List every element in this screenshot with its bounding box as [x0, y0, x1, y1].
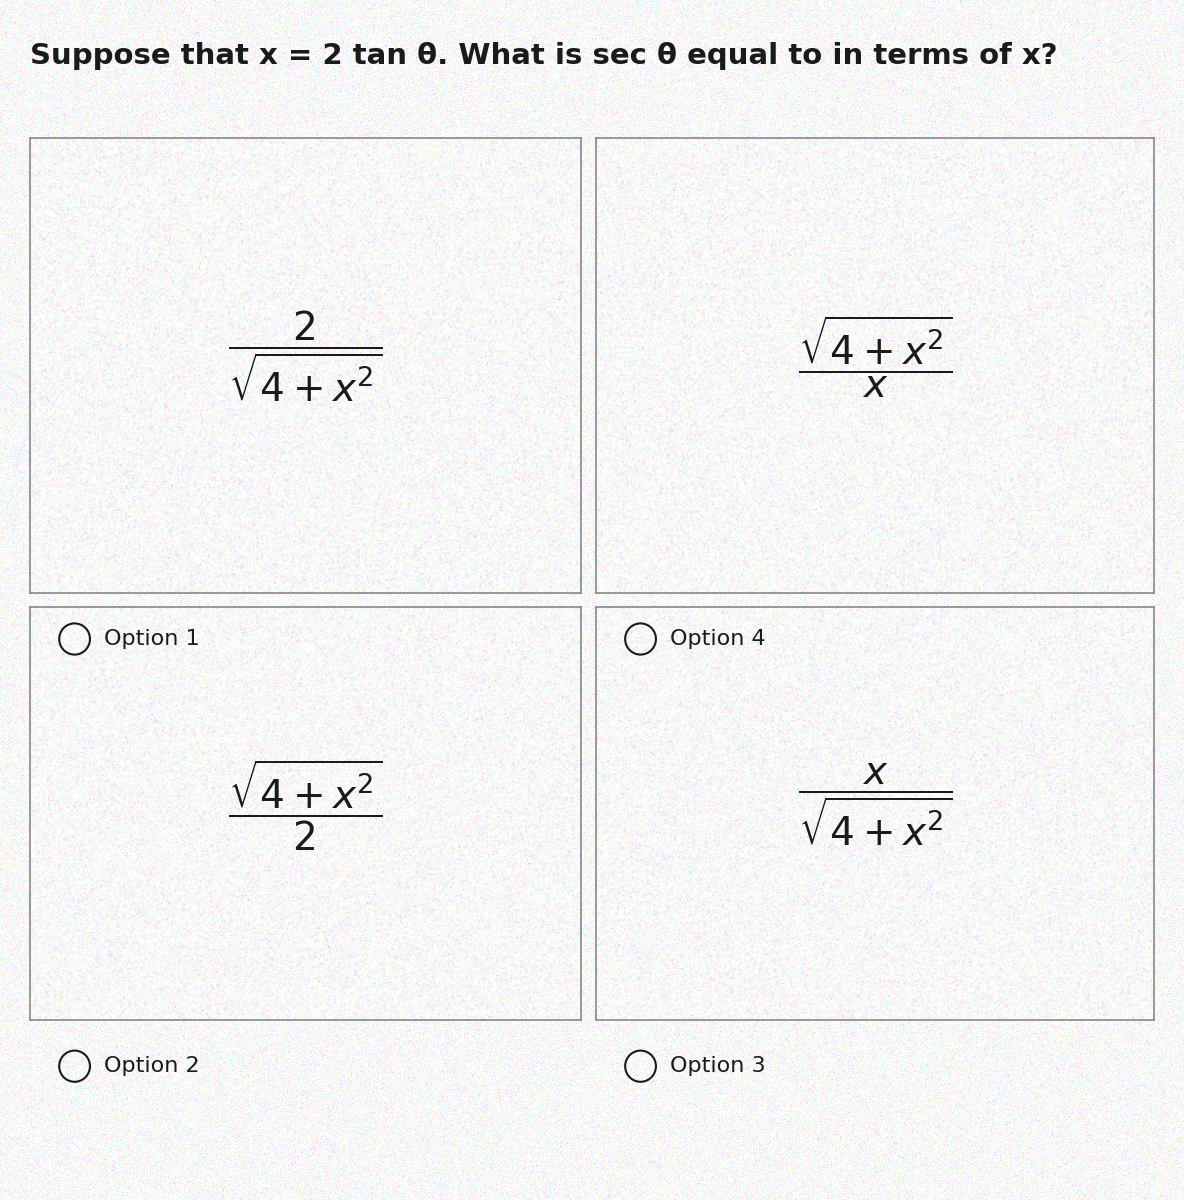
Text: $\dfrac{x}{\sqrt{4+x^2}}$: $\dfrac{x}{\sqrt{4+x^2}}$ — [798, 762, 952, 848]
Text: $\dfrac{\sqrt{4+x^2}}{x}$: $\dfrac{\sqrt{4+x^2}}{x}$ — [798, 313, 952, 400]
Text: Option 1: Option 1 — [104, 629, 200, 649]
Text: $\dfrac{2}{\sqrt{4+x^2}}$: $\dfrac{2}{\sqrt{4+x^2}}$ — [229, 308, 382, 404]
Text: Option 3: Option 3 — [670, 1056, 766, 1076]
Text: Option 2: Option 2 — [104, 1056, 200, 1076]
Text: $\dfrac{\sqrt{4+x^2}}{2}$: $\dfrac{\sqrt{4+x^2}}{2}$ — [229, 757, 382, 853]
Text: Option 4: Option 4 — [670, 629, 766, 649]
Text: Suppose that x = 2 tan θ. What is sec θ equal to in terms of x?: Suppose that x = 2 tan θ. What is sec θ … — [30, 42, 1057, 70]
